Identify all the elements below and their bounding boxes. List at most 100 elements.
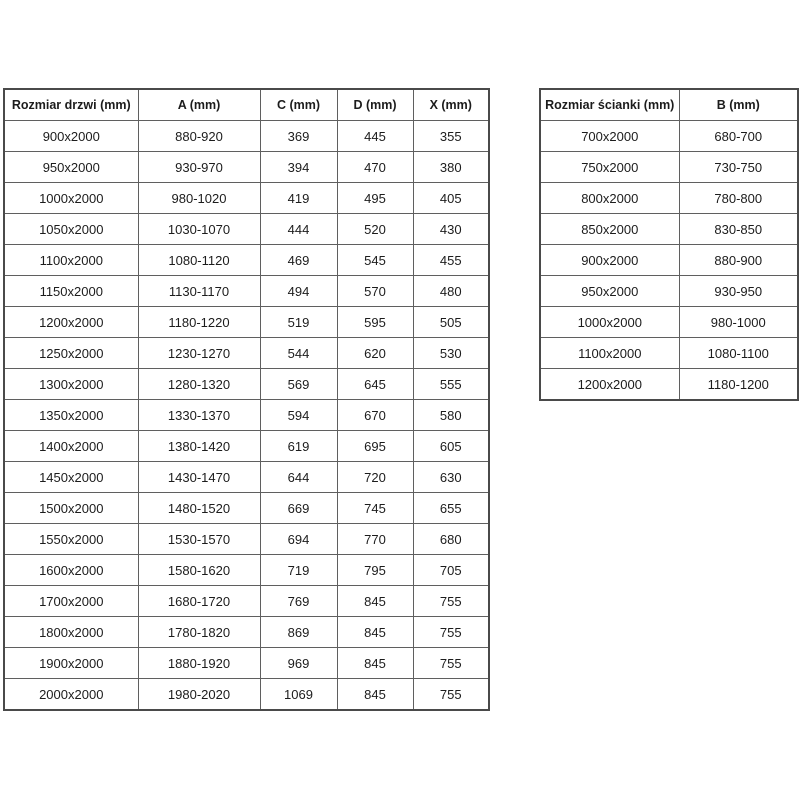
table-row: 2000x2000 1980-2020 1069 845 755 [3, 678, 490, 711]
column-header: Rozmiar drzwi (mm) [3, 88, 139, 121]
table-cell: 620 [336, 337, 414, 369]
table-row: 1600x2000 1580-1620 719 795 705 [3, 554, 490, 586]
table-cell: 695 [336, 430, 414, 462]
table-cell: 594 [259, 399, 338, 431]
table-cell: 719 [259, 554, 338, 586]
table-row: 1450x2000 1430-1470 644 720 630 [3, 461, 490, 493]
table-cell: 755 [412, 647, 490, 679]
table-row: 1700x2000 1680-1720 769 845 755 [3, 585, 490, 617]
table-cell: 1400x2000 [3, 430, 139, 462]
column-header: C (mm) [259, 88, 338, 121]
table-cell: 770 [336, 523, 414, 555]
table-cell: 769 [259, 585, 338, 617]
table-row: 700x2000 680-700 [539, 120, 799, 152]
table-cell: 530 [412, 337, 490, 369]
table-cell: 505 [412, 306, 490, 338]
table-cell: 1080-1100 [678, 337, 799, 369]
table-cell: 930-970 [137, 151, 261, 183]
table-row: 800x2000 780-800 [539, 182, 799, 214]
table-cell: 1100x2000 [539, 337, 680, 369]
table-cell: 1200x2000 [3, 306, 139, 338]
table-cell: 555 [412, 368, 490, 400]
table-cell: 1180-1220 [137, 306, 261, 338]
table-row: 1300x2000 1280-1320 569 645 555 [3, 368, 490, 400]
table-cell: 1550x2000 [3, 523, 139, 555]
table-row: 950x2000 930-950 [539, 275, 799, 307]
wall-table-header-row: Rozmiar ścianki (mm) B (mm) [539, 88, 799, 121]
table-cell: 355 [412, 120, 490, 152]
table-cell: 680-700 [678, 120, 799, 152]
table-cell: 1680-1720 [137, 585, 261, 617]
table-cell: 755 [412, 616, 490, 648]
table-cell: 1880-1920 [137, 647, 261, 679]
column-header: D (mm) [336, 88, 414, 121]
table-cell: 845 [336, 616, 414, 648]
table-cell: 394 [259, 151, 338, 183]
door-table-header-row: Rozmiar drzwi (mm) A (mm) C (mm) D (mm) X (m… [3, 88, 490, 121]
table-cell: 1100x2000 [3, 244, 139, 276]
table-cell: 1200x2000 [539, 368, 680, 401]
wall-table-body: 700x2000 680-700 750x2000 730-750 800x2000 78… [539, 120, 799, 401]
table-cell: 1450x2000 [3, 461, 139, 493]
table-cell: 469 [259, 244, 338, 276]
table-cell: 1230-1270 [137, 337, 261, 369]
table-cell: 745 [336, 492, 414, 524]
table-cell: 980-1020 [137, 182, 261, 214]
table-cell: 1580-1620 [137, 554, 261, 586]
table-cell: 850x2000 [539, 213, 680, 245]
table-cell: 1980-2020 [137, 678, 261, 711]
table-row: 900x2000 880-900 [539, 244, 799, 276]
table-cell: 1069 [259, 678, 338, 711]
table-cell: 694 [259, 523, 338, 555]
table-row: 1050x2000 1030-1070 444 520 430 [3, 213, 490, 245]
table-row: 1200x2000 1180-1220 519 595 505 [3, 306, 490, 338]
table-cell: 950x2000 [539, 275, 680, 307]
table-cell: 544 [259, 337, 338, 369]
door-table-body: 900x2000 880-920 369 445 355 950x2000 930-970 3… [3, 120, 490, 711]
table-cell: 1080-1120 [137, 244, 261, 276]
table-cell: 755 [412, 678, 490, 711]
table-cell: 969 [259, 647, 338, 679]
table-cell: 519 [259, 306, 338, 338]
table-cell: 1300x2000 [3, 368, 139, 400]
door-sizes-table: Rozmiar drzwi (mm) A (mm) C (mm) D (mm) X (m… [3, 88, 490, 711]
table-cell: 1430-1470 [137, 461, 261, 493]
table-cell: 569 [259, 368, 338, 400]
table-row: 850x2000 830-850 [539, 213, 799, 245]
wall-sizes-table: Rozmiar ścianki (mm) B (mm) 700x2000 680-7… [539, 88, 799, 401]
table-cell: 1330-1370 [137, 399, 261, 431]
table-cell: 780-800 [678, 182, 799, 214]
table-cell: 845 [336, 678, 414, 711]
table-row: 1250x2000 1230-1270 544 620 530 [3, 337, 490, 369]
table-cell: 1150x2000 [3, 275, 139, 307]
table-cell: 545 [336, 244, 414, 276]
table-cell: 830-850 [678, 213, 799, 245]
table-cell: 669 [259, 492, 338, 524]
table-cell: 1900x2000 [3, 647, 139, 679]
table-cell: 1530-1570 [137, 523, 261, 555]
table-cell: 419 [259, 182, 338, 214]
table-cell: 680 [412, 523, 490, 555]
table-cell: 670 [336, 399, 414, 431]
table-cell: 1250x2000 [3, 337, 139, 369]
table-cell: 900x2000 [3, 120, 139, 152]
table-cell: 2000x2000 [3, 678, 139, 711]
table-cell: 1700x2000 [3, 585, 139, 617]
table-cell: 1000x2000 [539, 306, 680, 338]
column-header: A (mm) [137, 88, 261, 121]
table-cell: 570 [336, 275, 414, 307]
table-row: 1100x2000 1080-1120 469 545 455 [3, 244, 490, 276]
table-cell: 430 [412, 213, 490, 245]
table-cell: 795 [336, 554, 414, 586]
table-cell: 455 [412, 244, 490, 276]
table-cell: 605 [412, 430, 490, 462]
table-cell: 470 [336, 151, 414, 183]
table-cell: 1800x2000 [3, 616, 139, 648]
table-cell: 950x2000 [3, 151, 139, 183]
table-cell: 845 [336, 647, 414, 679]
table-cell: 1380-1420 [137, 430, 261, 462]
table-cell: 1180-1200 [678, 368, 799, 401]
table-cell: 619 [259, 430, 338, 462]
table-cell: 750x2000 [539, 151, 680, 183]
